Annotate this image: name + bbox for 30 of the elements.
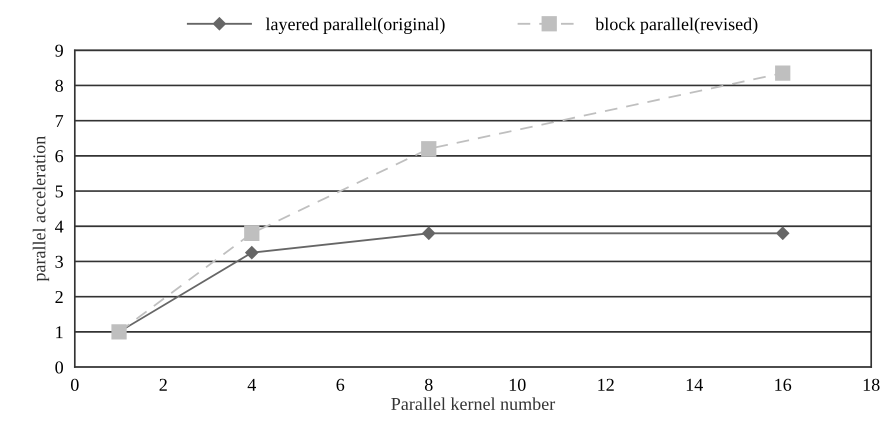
x-tick-label: 6 <box>336 378 344 391</box>
y-tick-label: 2 <box>55 290 63 303</box>
x-tick-label: 2 <box>160 378 167 391</box>
y-tick-label: 5 <box>56 186 63 198</box>
y-tick-label: 0 <box>55 361 63 374</box>
point <box>775 65 790 81</box>
x-tick-label: 4 <box>248 378 256 391</box>
x-tick-label: 16 <box>775 378 792 391</box>
point <box>421 141 436 156</box>
point <box>776 226 790 240</box>
y-tick-label: 6 <box>55 150 64 162</box>
point <box>422 226 436 240</box>
y-tick-label: 3 <box>56 256 63 268</box>
legend-label: layered parallel(original) <box>266 18 445 34</box>
y-tick-label: 4 <box>55 220 64 233</box>
legend-label: block parallel(revised) <box>595 18 758 34</box>
y-axis-title: parallel acceleration <box>32 136 50 282</box>
point <box>244 226 260 241</box>
x-tick-label: 10 <box>510 378 526 391</box>
x-tick-label: 8 <box>424 378 433 391</box>
y-tick-label: 8 <box>55 80 63 92</box>
x-tick-label: 0 <box>70 378 79 391</box>
x-axis-title: Parallel kernel number <box>391 397 556 410</box>
y-tick-label: 1 <box>56 326 63 338</box>
y-tick-label: 9 <box>55 44 63 57</box>
x-tick-label: 18 <box>864 378 880 391</box>
x-tick-label: 14 <box>686 378 703 391</box>
point <box>245 246 258 260</box>
y-tick-label: 7 <box>56 115 64 127</box>
x-tick-label: 12 <box>598 378 614 391</box>
